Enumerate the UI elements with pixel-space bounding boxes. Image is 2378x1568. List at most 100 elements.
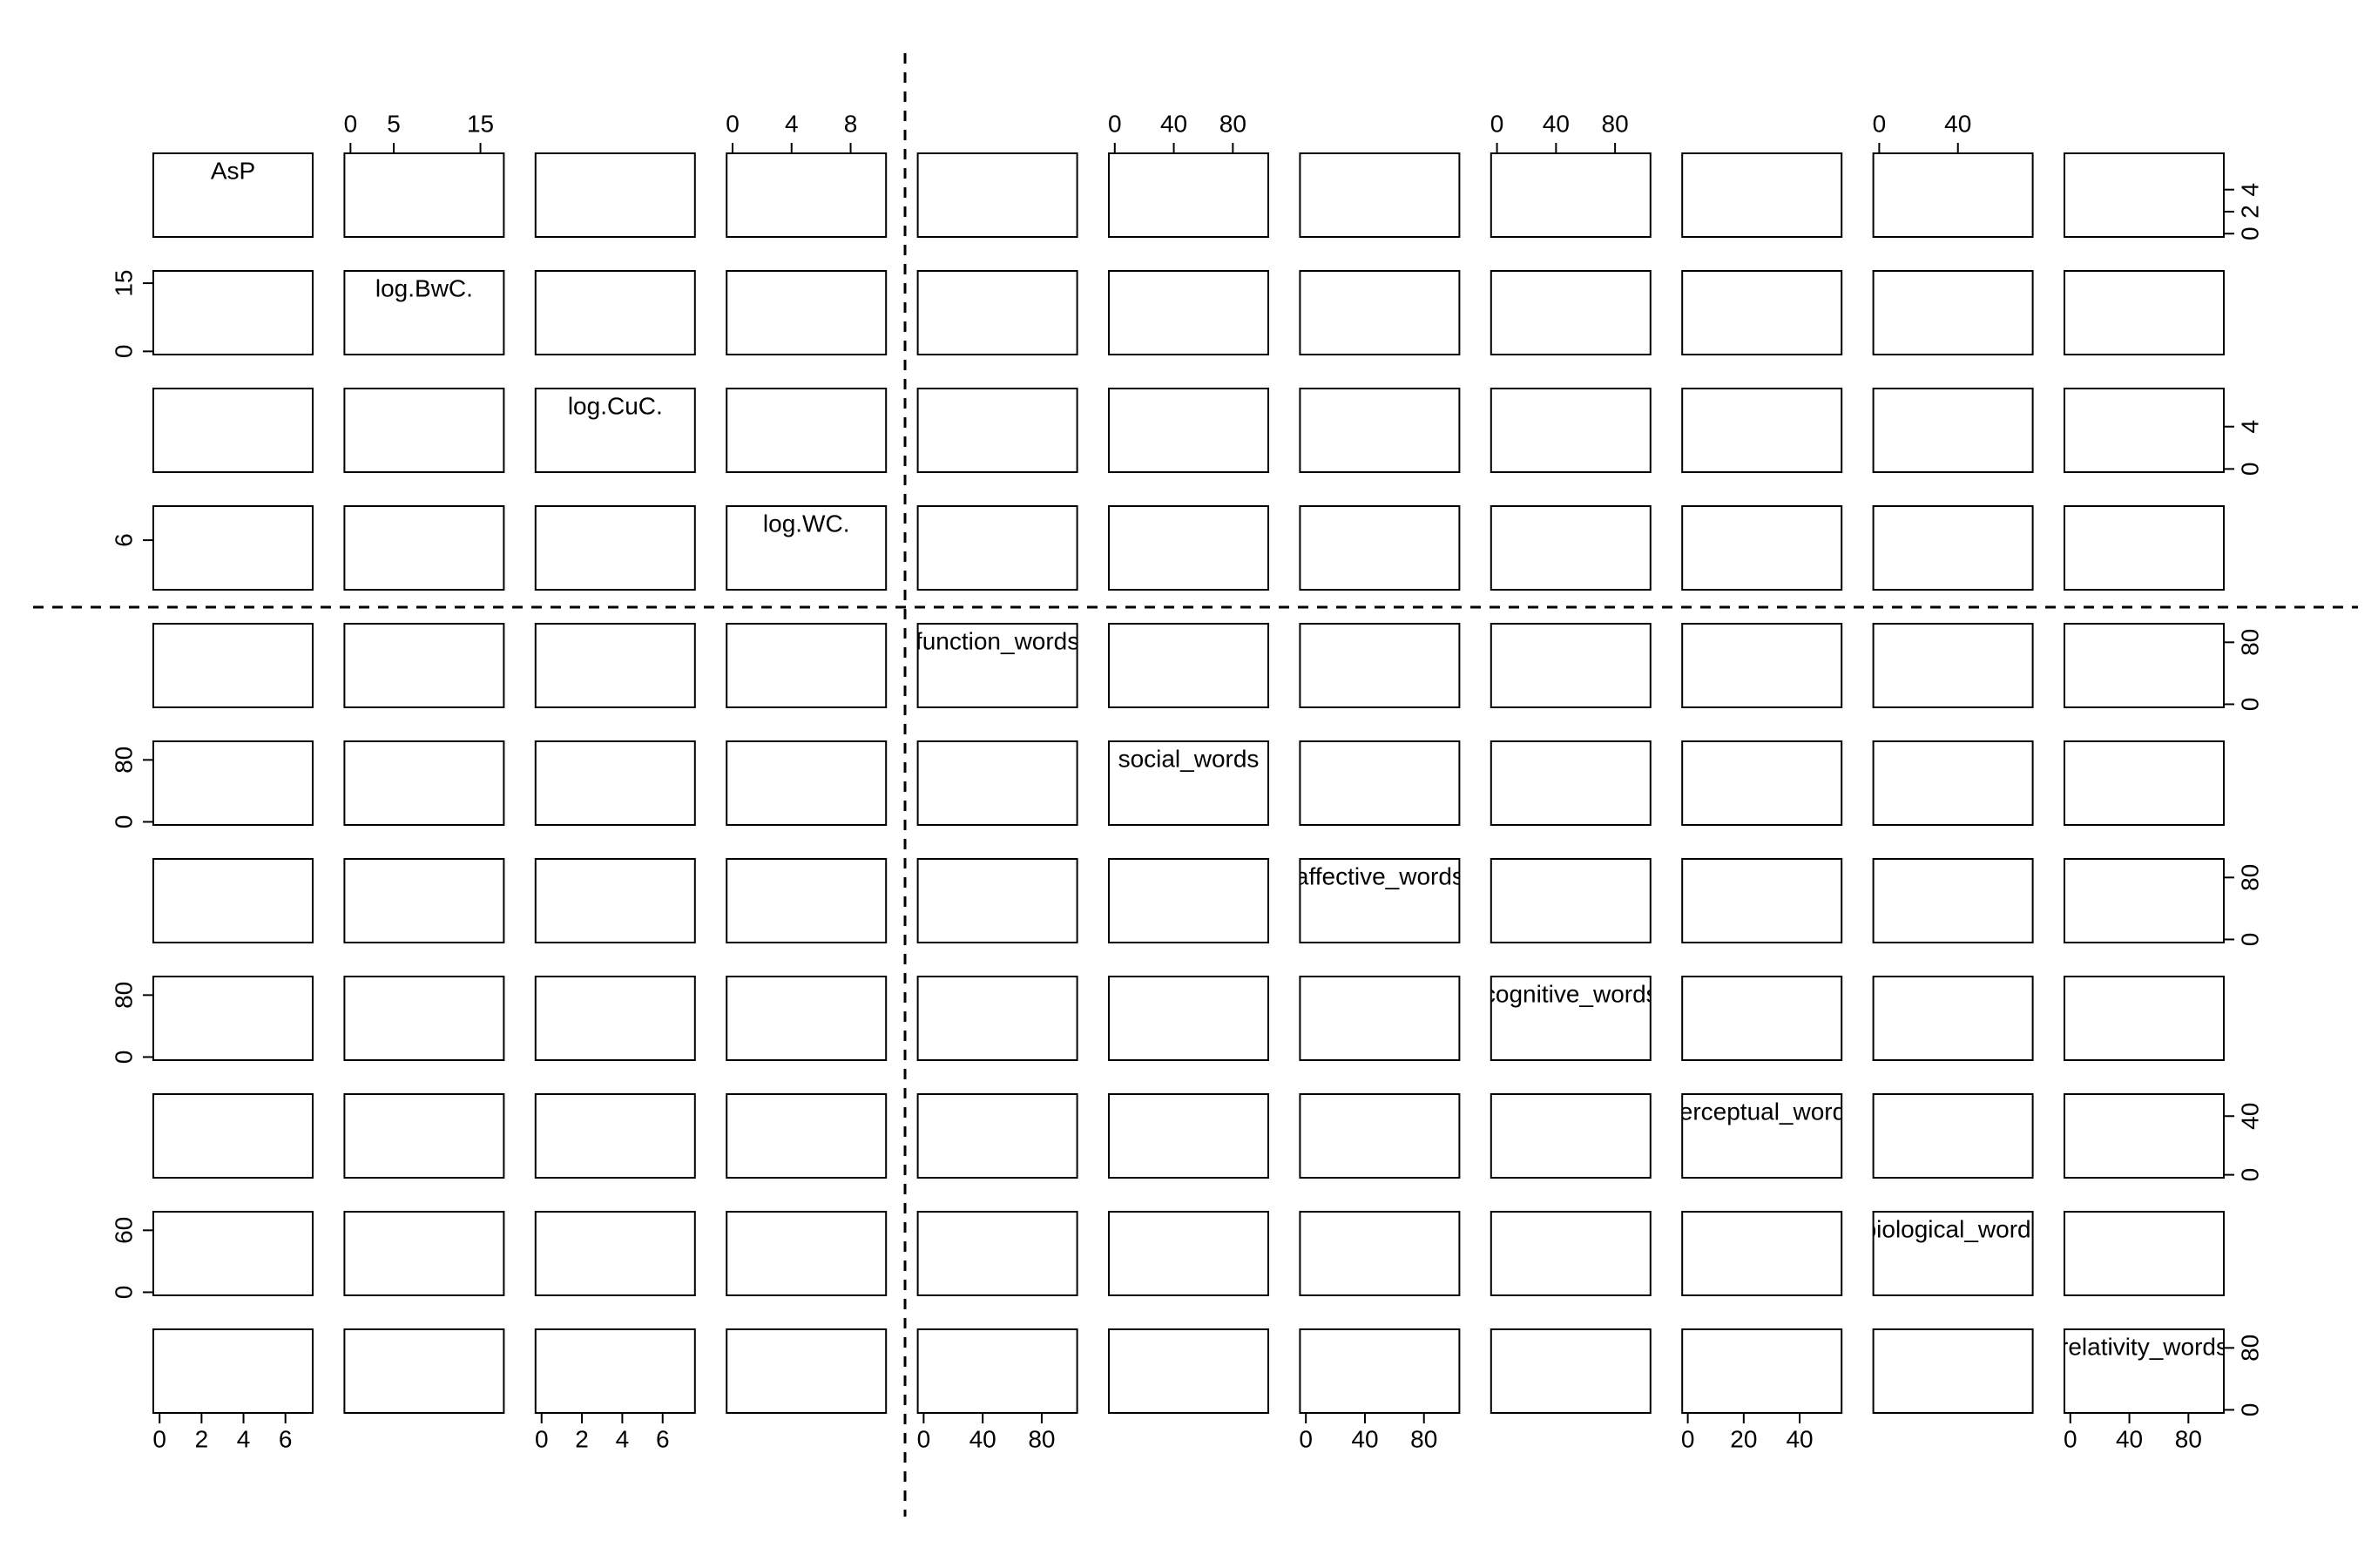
x-tick-label: 8 <box>844 110 858 137</box>
panel <box>1490 152 1652 238</box>
x-tick-label: 2 <box>195 1425 209 1452</box>
panel <box>726 1093 888 1179</box>
panel <box>916 1093 1078 1179</box>
x-tick-label: 0 <box>1108 110 1122 137</box>
panel <box>343 152 505 238</box>
panel <box>916 388 1078 473</box>
panel <box>1299 152 1461 238</box>
x-tick-label: 40 <box>1160 110 1187 137</box>
panel <box>534 976 696 1061</box>
panel <box>1872 858 2034 943</box>
panel <box>1872 1328 2034 1414</box>
panel <box>2064 270 2225 355</box>
x-tick-label: 0 <box>152 1425 166 1452</box>
x-tick-label: 0 <box>535 1425 549 1452</box>
x-tick-label: 40 <box>1543 110 1570 137</box>
panel <box>1299 388 1461 473</box>
panel <box>152 505 314 591</box>
panel <box>1490 623 1652 708</box>
panel <box>726 623 888 708</box>
panel <box>1681 152 1843 238</box>
diagonal-label: biological_words <box>1863 1215 2044 1242</box>
panel <box>1681 1211 1843 1296</box>
panel <box>152 270 314 355</box>
y-tick-label: 6 <box>110 533 137 547</box>
panel <box>2064 152 2225 238</box>
panel <box>1681 505 1843 591</box>
panel <box>343 1211 505 1296</box>
panel <box>2064 1093 2225 1179</box>
y-tick-label: 0 <box>110 815 137 829</box>
panel <box>916 1211 1078 1296</box>
panel <box>916 623 1078 708</box>
y-tick-label: 80 <box>2236 1335 2263 1362</box>
panel <box>1490 1211 1652 1296</box>
panel <box>1108 740 1269 826</box>
panel <box>2064 858 2225 943</box>
y-tick-label: 0 <box>2236 226 2263 240</box>
y-tick-label: 0 <box>2236 1403 2263 1417</box>
panel <box>152 388 314 473</box>
y-tick-label: 80 <box>110 747 137 774</box>
panel <box>1299 858 1461 943</box>
panel <box>1108 505 1269 591</box>
panel <box>343 740 505 826</box>
panel <box>534 740 696 826</box>
panel <box>1872 388 2034 473</box>
diagonal-label: perceptual_words <box>1665 1098 1858 1125</box>
panel <box>916 505 1078 591</box>
panel <box>534 270 696 355</box>
panel <box>1681 388 1843 473</box>
panel <box>534 1093 696 1179</box>
panel <box>343 505 505 591</box>
x-tick-label: 0 <box>917 1425 931 1452</box>
panel <box>343 623 505 708</box>
diagonal-label: relativity_words <box>2060 1333 2228 1360</box>
panel <box>534 1328 696 1414</box>
panel <box>1872 1093 2034 1179</box>
x-tick-label: 6 <box>656 1425 670 1452</box>
panel <box>1108 388 1269 473</box>
x-tick-label: 2 <box>575 1425 589 1452</box>
panel <box>534 388 696 473</box>
panel <box>916 270 1078 355</box>
panel <box>2064 976 2225 1061</box>
x-tick-label: 40 <box>1351 1425 1378 1452</box>
x-tick-label: 0 <box>2064 1425 2077 1452</box>
panel <box>1299 270 1461 355</box>
x-tick-label: 80 <box>1410 1425 1437 1452</box>
x-tick-label: 0 <box>1299 1425 1313 1452</box>
x-tick-label: 4 <box>616 1425 630 1452</box>
x-tick-label: 80 <box>1028 1425 1055 1452</box>
panel <box>726 1328 888 1414</box>
panel <box>916 152 1078 238</box>
y-tick-label: 80 <box>2236 864 2263 891</box>
x-tick-label: 4 <box>237 1425 251 1452</box>
x-tick-label: 20 <box>1730 1425 1757 1452</box>
panel <box>1299 1328 1461 1414</box>
panel <box>1108 1211 1269 1296</box>
x-tick-label: 40 <box>1944 110 1971 137</box>
panel <box>916 858 1078 943</box>
panel <box>1872 505 2034 591</box>
panel <box>726 976 888 1061</box>
panel <box>534 152 696 238</box>
panel <box>1872 152 2034 238</box>
panel <box>152 623 314 708</box>
panel <box>1490 858 1652 943</box>
y-tick-label: 40 <box>2236 1103 2263 1130</box>
panel <box>152 1211 314 1296</box>
panel <box>726 858 888 943</box>
panel <box>152 1328 314 1414</box>
panel <box>1108 152 1269 238</box>
panel <box>1681 976 1843 1061</box>
y-tick-label: 0 <box>110 1051 137 1064</box>
x-tick-label: 0 <box>344 110 358 137</box>
panel <box>534 505 696 591</box>
panel <box>343 1328 505 1414</box>
panel <box>2064 623 2225 708</box>
panel <box>152 976 314 1061</box>
panel <box>152 152 314 238</box>
panel <box>534 623 696 708</box>
panel <box>1681 623 1843 708</box>
